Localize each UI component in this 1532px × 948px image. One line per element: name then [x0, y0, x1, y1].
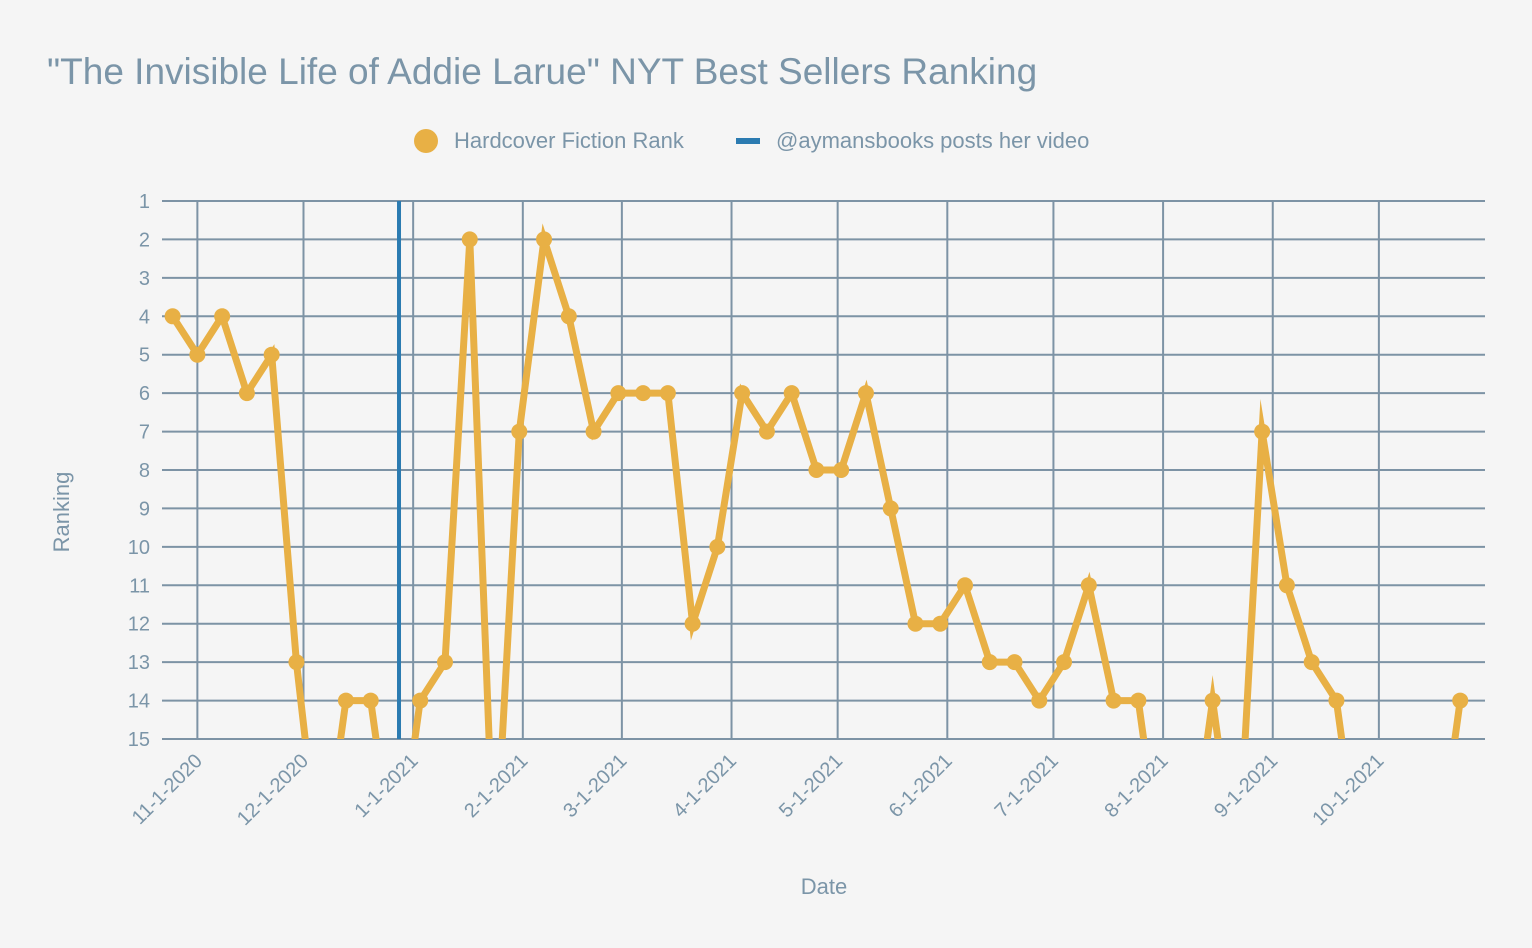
rank-data-point	[238, 385, 255, 402]
rank-data-point	[1105, 692, 1122, 709]
rank-data-point	[1006, 654, 1023, 671]
y-tick-label: 15	[128, 729, 150, 751]
rank-data-point	[684, 615, 701, 632]
rank-data-point	[1452, 692, 1469, 709]
y-tick-label: 12	[128, 614, 150, 636]
x-tick-label: 7-1-2021	[991, 750, 1063, 822]
rank-data-point	[337, 692, 354, 709]
rank-data-point	[585, 423, 602, 440]
rank-data-point	[857, 385, 874, 402]
rank-data-point	[536, 231, 553, 248]
rank-data-point	[1303, 654, 1320, 671]
y-tick-label: 2	[139, 229, 150, 251]
x-tick-label: 4-1-2021	[669, 750, 741, 822]
rank-data-point	[956, 577, 973, 594]
rank-data-point	[882, 500, 899, 517]
x-tick-label: 2-1-2021	[460, 750, 532, 822]
rank-data-point	[214, 308, 231, 325]
legend-label-rank: Hardcover Fiction Rank	[454, 128, 685, 153]
rank-data-point	[1278, 577, 1295, 594]
y-tick-label: 7	[139, 422, 150, 444]
rank-data-point	[1254, 423, 1271, 440]
rank-data-point	[907, 615, 924, 632]
x-tick-label: 3-1-2021	[559, 750, 631, 822]
rank-data-point	[1056, 654, 1073, 671]
x-axis-ticks: 11-1-2020 12-1-2020 1-1-2021 2-1-2021 3-1-20…	[128, 750, 1388, 830]
x-tick-label: 8-1-2021	[1100, 750, 1172, 822]
legend-marker-rank	[414, 129, 438, 153]
rank-data-point	[1031, 692, 1048, 709]
rank-data-point	[610, 385, 627, 402]
rank-data-point	[709, 538, 726, 555]
x-axis-label: Date	[801, 874, 847, 899]
rank-data-point	[362, 692, 379, 709]
y-tick-label: 11	[129, 575, 150, 597]
rank-data-point	[412, 692, 429, 709]
y-tick-label: 14	[128, 691, 150, 713]
legend: Hardcover Fiction Rank @aymansbooks post…	[414, 128, 1089, 153]
rank-data-point	[263, 346, 280, 363]
rank-data-point	[436, 654, 453, 671]
rank-data-point	[808, 462, 825, 478]
rank-data-point	[932, 615, 949, 632]
rank-points-layer	[164, 231, 1469, 709]
y-tick-label: 8	[139, 460, 150, 482]
y-tick-label: 1	[139, 191, 150, 213]
x-tick-label: 10-1-2021	[1308, 750, 1388, 830]
rank-data-point	[833, 462, 850, 478]
rank-data-point	[783, 385, 800, 402]
rank-data-point	[981, 654, 998, 671]
y-tick-label: 10	[128, 537, 150, 559]
legend-label-video: @aymansbooks posts her video	[776, 128, 1089, 153]
rank-data-point	[461, 231, 478, 248]
rank-data-point	[635, 385, 652, 402]
y-tick-label: 5	[139, 345, 150, 367]
y-tick-label: 9	[139, 498, 150, 520]
y-tick-label: 6	[139, 383, 150, 405]
x-tick-label: 9-1-2021	[1210, 750, 1282, 822]
rank-data-point	[189, 346, 206, 363]
rank-data-point	[511, 423, 528, 440]
x-tick-label: 5-1-2021	[775, 750, 847, 822]
rank-data-point	[1130, 692, 1147, 709]
x-tick-label: 6-1-2021	[885, 750, 957, 822]
rank-data-point	[659, 385, 676, 402]
y-tick-label: 3	[139, 268, 150, 290]
rank-data-point	[164, 308, 181, 325]
y-tick-label: 13	[128, 652, 150, 674]
rank-data-point	[1328, 692, 1345, 709]
rank-data-point	[288, 654, 305, 671]
rank-data-point	[1204, 692, 1221, 709]
rank-data-point	[734, 385, 751, 402]
x-tick-label: 12-1-2020	[233, 750, 313, 830]
y-axis-label: Ranking	[49, 472, 74, 553]
legend-marker-video	[736, 138, 760, 144]
grid	[162, 200, 1485, 740]
y-tick-label: 4	[139, 306, 150, 328]
chart-title: "The Invisible Life of Addie Larue" NYT …	[47, 51, 1037, 92]
x-tick-label: 11-1-2020	[128, 750, 207, 829]
rank-data-point	[758, 423, 775, 440]
rank-data-point	[560, 308, 577, 325]
rank-data-point	[1080, 577, 1097, 594]
x-tick-label: 1-1-2021	[351, 750, 423, 822]
